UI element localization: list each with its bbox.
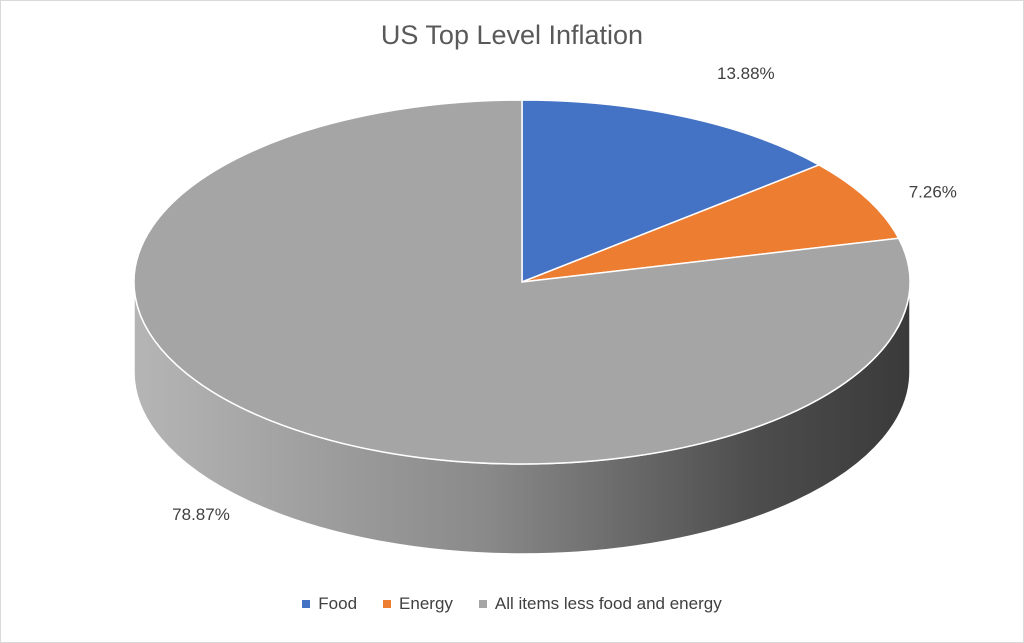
pie-slice-energy [521,164,900,283]
legend-item-energy: Energy [383,594,453,614]
legend-label-food: Food [318,594,358,613]
legend: Food Energy All items less food and ener… [0,594,1024,614]
chart-title: US Top Level Inflation [380,20,644,50]
legend-swatch-energy [383,600,392,608]
data-label-core: 78.87% [172,505,230,524]
legend-swatch-food [302,600,311,608]
legend-label-energy: Energy [399,594,453,613]
legend-item-core: All items less food and energy [478,594,722,614]
data-label-food: 13.88% [717,64,775,83]
legend-label-core: All items less food and energy [494,594,722,613]
legend-swatch-core [478,600,487,608]
pie-slice-core [133,99,911,465]
pie-slice-food [521,99,821,284]
data-label-energy: 7.26% [909,182,957,201]
legend-item-food: Food [302,594,357,614]
